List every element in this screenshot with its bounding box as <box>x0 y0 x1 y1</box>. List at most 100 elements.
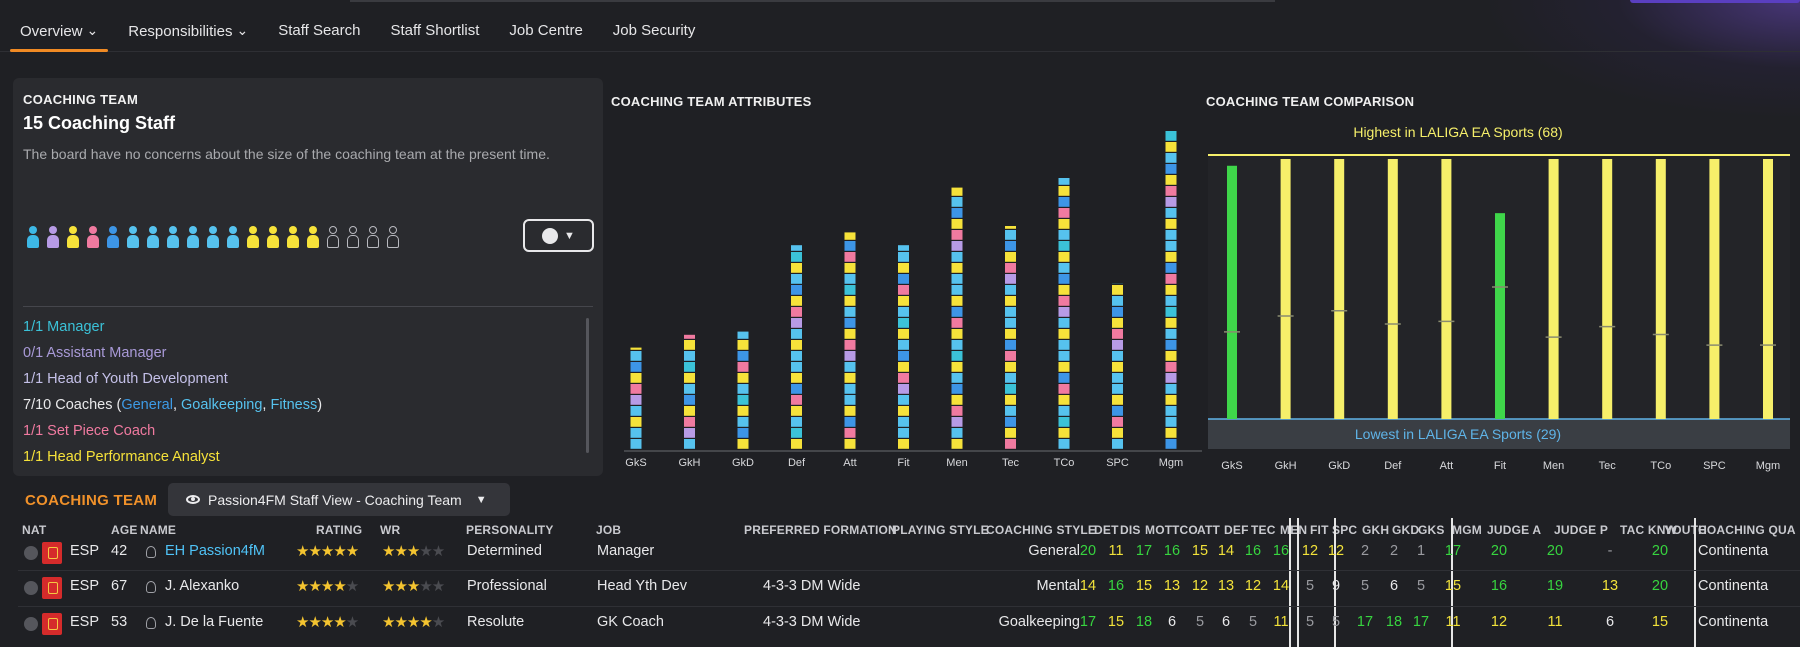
bar-segment <box>1058 417 1070 427</box>
column-header[interactable]: DEF <box>1224 523 1249 537</box>
row-select-checkbox[interactable] <box>24 581 38 595</box>
bar-segment <box>951 395 963 405</box>
bar-segment <box>684 406 695 416</box>
staff-name-link[interactable]: EH Passion4fM <box>165 543 265 559</box>
comparison-bar-tec[interactable] <box>1602 159 1613 419</box>
attributes-chart: GkS GkH GkD Def Att Fit Men Tec TCo SPC Mgm <box>624 131 1202 469</box>
comparison-bar-spc[interactable] <box>1709 159 1720 419</box>
column-header[interactable]: JOB <box>596 523 622 537</box>
column-header[interactable]: GKH <box>1362 523 1390 537</box>
column-header[interactable]: NAT <box>22 523 47 537</box>
column-header[interactable]: TEC <box>1251 523 1276 537</box>
column-header[interactable]: SPC <box>1332 523 1358 537</box>
comparison-bar-gkd[interactable] <box>1334 159 1345 419</box>
role-item[interactable]: 7/10 Coaches (General, Goalkeeping, Fitn… <box>23 392 593 418</box>
role-item[interactable]: 1/1 Manager <box>23 319 105 335</box>
column-header[interactable]: DET <box>1094 523 1119 537</box>
row-select-checkbox[interactable] <box>24 546 38 560</box>
stacked-bar-gkd[interactable] <box>737 331 749 449</box>
column-header[interactable]: PREFERRED FORMATION <box>744 523 897 537</box>
column-header[interactable]: DIS <box>1120 523 1141 537</box>
column-header[interactable]: JUDGE A <box>1487 523 1542 537</box>
attribute-value: 11 <box>1108 543 1124 559</box>
top-continue-button[interactable] <box>1630 0 1800 3</box>
tab-staff-shortlist[interactable]: Staff Shortlist <box>380 10 489 52</box>
staff-figure-icon <box>65 226 81 248</box>
comparison-bar-gks[interactable] <box>1227 165 1237 419</box>
row-select-checkbox[interactable] <box>24 617 38 631</box>
coach-type-link-fitness[interactable]: Fitness <box>270 397 318 413</box>
role-item[interactable]: 1/1 Head of Youth Development <box>23 371 228 387</box>
column-header[interactable]: GKD <box>1392 523 1420 537</box>
roles-scrollbar[interactable] <box>586 318 589 453</box>
column-header[interactable]: COACHING STYLE <box>986 523 1097 537</box>
tab-job-centre[interactable]: Job Centre <box>499 10 592 52</box>
stacked-bar-att[interactable] <box>844 232 856 449</box>
column-header[interactable]: NAME <box>140 523 177 537</box>
role-item[interactable]: 1/1 Set Piece Coach <box>23 423 156 439</box>
column-header[interactable]: GKS <box>1418 523 1445 537</box>
empty-staff-slot-icon <box>385 226 401 248</box>
coach-type-link-general[interactable]: General <box>121 397 173 413</box>
stacked-bar-def[interactable] <box>791 245 802 449</box>
comparison-bar-tco[interactable] <box>1655 159 1666 419</box>
column-header[interactable]: RATING <box>316 523 363 537</box>
stacked-bar-tco[interactable] <box>1058 178 1070 449</box>
stacked-bar-fit[interactable] <box>898 245 909 449</box>
table-row[interactable] <box>18 606 1800 640</box>
column-header[interactable]: TCO <box>1172 523 1198 537</box>
comparison-bar-men[interactable] <box>1548 159 1559 419</box>
comparison-bar-def[interactable] <box>1387 159 1398 419</box>
attribute-value: 14 <box>1079 578 1097 594</box>
column-header[interactable]: COACHING QUA <box>1698 523 1796 537</box>
staff-view-selector[interactable]: Passion4FM Staff View - Coaching Team ▼ <box>168 483 510 516</box>
top-search-bar[interactable] <box>350 0 1275 2</box>
tab-responsibilities[interactable]: Responsibilities ⌄ <box>118 10 258 52</box>
tick-label: GkD <box>732 457 754 469</box>
bar-segment <box>1112 296 1123 306</box>
column-header[interactable]: JUDGE P <box>1554 523 1609 537</box>
stacked-bar-men[interactable] <box>951 187 963 449</box>
tab-job-security[interactable]: Job Security <box>603 10 706 52</box>
bar-segment <box>951 208 963 218</box>
table-row[interactable] <box>18 570 1800 604</box>
column-header[interactable]: MGM <box>1452 523 1482 537</box>
bar-segment <box>898 439 909 449</box>
column-header[interactable]: PERSONALITY <box>466 523 554 537</box>
stacked-bar-gks[interactable] <box>630 347 642 449</box>
column-header[interactable]: ATT <box>1197 523 1221 537</box>
stacked-bar-gkh[interactable] <box>684 334 695 449</box>
column-header[interactable]: AGE <box>111 523 138 537</box>
role-item[interactable]: 1/1 Head Performance Analyst <box>23 449 220 465</box>
bar-segment <box>1005 329 1016 339</box>
role-item[interactable]: 0/1 Assistant Manager <box>23 345 167 361</box>
bar-segment <box>1165 428 1177 438</box>
tab-overview[interactable]: Overview ⌄ <box>10 10 109 52</box>
bar-segment <box>684 373 695 383</box>
staff-name-link[interactable]: J. De la Fuente <box>165 614 264 630</box>
tab-staff-search[interactable]: Staff Search <box>268 10 370 52</box>
column-header[interactable]: YOUTH <box>1664 523 1707 537</box>
stacked-bar-mgm[interactable] <box>1165 131 1177 449</box>
comparison-bar-mgm[interactable] <box>1763 159 1773 419</box>
column-header[interactable]: WR <box>380 523 401 537</box>
table-row[interactable] <box>18 535 1800 569</box>
staff-name-link[interactable]: J. Alexanko <box>165 578 240 594</box>
bar-segment <box>951 230 963 240</box>
top-strip <box>0 0 1800 4</box>
staff-filter-button[interactable]: ▼ <box>523 219 594 252</box>
bar-segment <box>1005 241 1016 251</box>
comparison-bar-att[interactable] <box>1441 159 1452 419</box>
column-header[interactable]: PLAYING STYLE <box>892 523 989 537</box>
column-header[interactable]: MOT <box>1145 523 1173 537</box>
column-header[interactable]: FIT <box>1310 523 1329 537</box>
column-header[interactable]: MEN <box>1280 523 1308 537</box>
comparison-chart-title: COACHING TEAM COMPARISON <box>1206 94 1415 109</box>
stacked-bar-tec[interactable] <box>1005 226 1016 449</box>
stacked-bar-spc[interactable] <box>1112 283 1123 449</box>
column-header[interactable]: TAC KNW <box>1620 523 1678 537</box>
bar-segment <box>630 406 642 416</box>
coach-type-link-goalkeeping[interactable]: Goalkeeping <box>181 397 263 413</box>
comparison-bar-fit[interactable] <box>1495 213 1505 419</box>
comparison-bar-gkh[interactable] <box>1280 159 1291 419</box>
